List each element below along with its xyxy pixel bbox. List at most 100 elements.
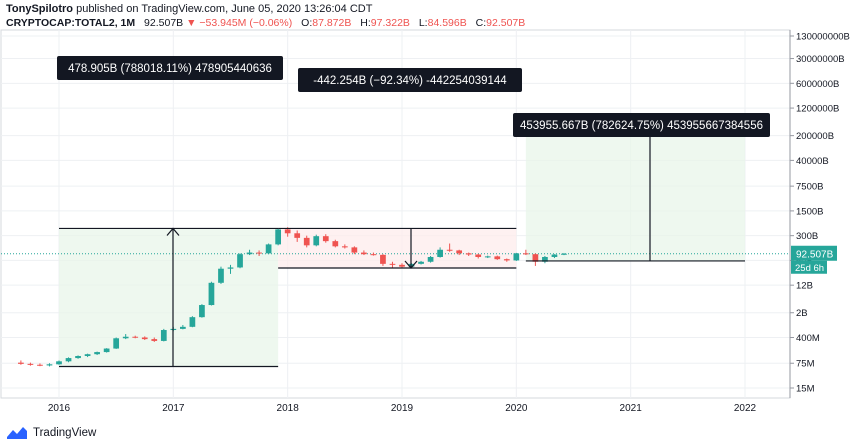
publish-text: published on TradingView.com, June 05, 2…: [76, 3, 373, 15]
current-price-tag: [791, 245, 837, 261]
price-axis-label: 130000000B: [796, 32, 850, 43]
candle-body[interactable]: [503, 259, 510, 261]
symbol-label: CRYPTOCAP:TOTAL2, 1M: [6, 17, 136, 29]
time-axis-label: 2017: [162, 403, 185, 414]
candle-body[interactable]: [46, 364, 53, 366]
measure-arrow-head-icon: [166, 227, 180, 236]
candle-body[interactable]: [380, 254, 386, 264]
current-price-tag-label: 92.507B: [796, 249, 834, 260]
candle-body[interactable]: [456, 250, 463, 254]
candle-body[interactable]: [56, 361, 62, 365]
countdown-tag: [791, 260, 827, 274]
candle-body[interactable]: [551, 254, 558, 257]
candle-body[interactable]: [389, 263, 396, 265]
candle-body[interactable]: [75, 356, 81, 359]
candle-body[interactable]: [180, 326, 186, 329]
high-label: H:: [360, 17, 371, 29]
candle-body[interactable]: [475, 254, 482, 257]
candle-body[interactable]: [561, 253, 567, 255]
measure-label: 478.905B (788018.11%) 478905440636: [68, 63, 272, 75]
candle-body[interactable]: [437, 249, 443, 257]
price-axis-label: 7500B: [796, 182, 823, 193]
candle-body[interactable]: [151, 339, 158, 341]
candle-body[interactable]: [275, 229, 281, 245]
price-axis-label: 75M: [796, 359, 815, 370]
candle-body[interactable]: [284, 229, 291, 234]
candle-body[interactable]: [532, 254, 539, 262]
candle-body[interactable]: [189, 317, 196, 327]
candle-body[interactable]: [94, 352, 100, 355]
candle-body[interactable]: [446, 249, 453, 251]
price-axis-label: 6000000B: [796, 79, 839, 90]
candle-body[interactable]: [303, 237, 310, 246]
measure-zone-rise-2016-2018[interactable]: [59, 228, 279, 367]
candle-body[interactable]: [313, 236, 320, 246]
measure-label-box[interactable]: [513, 113, 770, 137]
measure-zone-fall-2018-2019[interactable]: [278, 228, 517, 268]
price-axis-label: 1500B: [796, 206, 823, 217]
candle-body[interactable]: [84, 354, 91, 357]
candle-body[interactable]: [18, 362, 24, 364]
measure-label: 453955.667B (782624.75%) 453955667384556: [520, 120, 763, 132]
candle-body[interactable]: [141, 337, 148, 340]
time-axis-label: 2020: [505, 403, 528, 414]
candle-body[interactable]: [494, 256, 501, 260]
price-change: −53.945M (−0.06%): [199, 17, 293, 29]
candle-body[interactable]: [113, 338, 120, 349]
candle-body[interactable]: [199, 305, 205, 318]
candle-body[interactable]: [27, 363, 34, 365]
price-axis-label: 12B: [796, 281, 813, 292]
time-axis-label: 2019: [391, 403, 414, 414]
last-price: 92.507B: [144, 17, 184, 29]
candle-body[interactable]: [332, 241, 339, 247]
time-axis-label: 2022: [734, 403, 757, 414]
tradingview-brand[interactable]: TradingView: [33, 427, 97, 439]
candle-body[interactable]: [465, 253, 472, 255]
candle-body[interactable]: [37, 364, 43, 366]
low-label: L:: [418, 17, 428, 29]
measure-label: -442.254B (−92.34%) -442254039144: [313, 75, 507, 87]
candle-body[interactable]: [160, 330, 167, 341]
candle-body[interactable]: [227, 267, 234, 269]
footer: TradingView: [6, 424, 96, 442]
measure-label-box[interactable]: [298, 68, 522, 92]
candle-body[interactable]: [513, 253, 520, 261]
candle-body[interactable]: [237, 254, 243, 268]
candle-body[interactable]: [427, 256, 434, 262]
open-label: O:: [301, 17, 313, 29]
candle-body[interactable]: [322, 236, 329, 242]
candle-body[interactable]: [370, 254, 377, 256]
time-axis-label: 2021: [620, 403, 643, 414]
candle-body[interactable]: [246, 252, 253, 255]
candle-body[interactable]: [122, 336, 129, 339]
candle-body[interactable]: [265, 244, 272, 254]
measure-zone-projected-rise[interactable]: [525, 123, 745, 261]
author-name[interactable]: TonySpilotro: [6, 3, 74, 15]
candle-body[interactable]: [542, 256, 548, 262]
tradingview-logo-icon[interactable]: [6, 426, 28, 440]
candle-body[interactable]: [132, 336, 139, 338]
candle-body[interactable]: [208, 282, 215, 306]
price-axis-label: 400M: [796, 333, 820, 344]
candle-body[interactable]: [103, 348, 110, 353]
publish-info: TonySpilotro published on TradingView.co…: [6, 3, 372, 15]
candle-body[interactable]: [399, 264, 405, 267]
countdown-tag-label: 25d 6h: [795, 263, 824, 274]
candle-body[interactable]: [341, 246, 348, 248]
candle-body[interactable]: [294, 233, 301, 238]
candle-body[interactable]: [256, 252, 262, 254]
ohlc-legend: CRYPTOCAP:TOTAL2, 1M 92.507B ▼ −53.945M …: [6, 17, 525, 29]
candle-body[interactable]: [361, 252, 367, 255]
measure-label-box[interactable]: [57, 56, 283, 80]
candle-body[interactable]: [484, 256, 491, 258]
price-axis-label: 15M: [796, 384, 815, 395]
candle-body[interactable]: [418, 261, 424, 264]
candle-body[interactable]: [218, 268, 224, 283]
candle-body[interactable]: [351, 247, 358, 253]
close-label: C:: [475, 17, 487, 29]
low-value: 84.596B: [427, 17, 467, 29]
candle-body[interactable]: [523, 253, 529, 255]
high-value: 97.322B: [370, 17, 410, 29]
candle-body[interactable]: [65, 358, 72, 362]
